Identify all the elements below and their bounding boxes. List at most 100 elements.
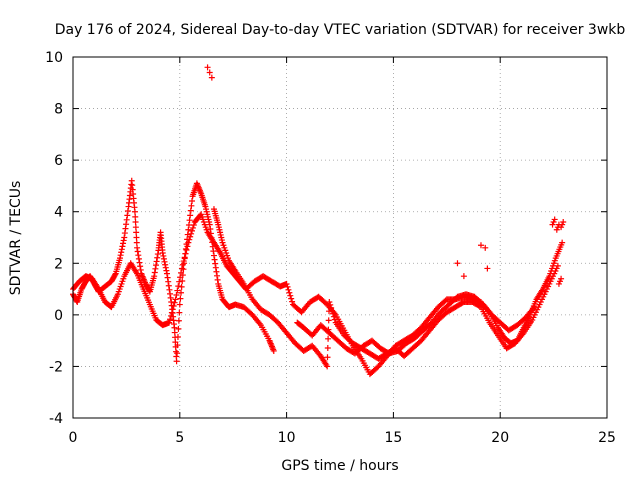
x-axis-label: GPS time / hours bbox=[281, 458, 398, 474]
data-point bbox=[477, 242, 484, 249]
chart-title: Day 176 of 2024, Sidereal Day-to-day VTE… bbox=[55, 22, 626, 38]
data-point bbox=[208, 74, 215, 81]
data-point bbox=[553, 226, 560, 233]
data-point bbox=[284, 283, 291, 290]
data-point bbox=[330, 313, 337, 320]
y-tick-label: 6 bbox=[54, 153, 63, 169]
data-point bbox=[286, 289, 293, 296]
data-point bbox=[163, 270, 170, 277]
y-tick-label: 2 bbox=[54, 256, 63, 272]
data-point bbox=[204, 64, 211, 71]
data-point bbox=[116, 255, 123, 262]
data-point bbox=[131, 208, 138, 215]
data-point bbox=[560, 219, 567, 226]
data-point bbox=[288, 295, 295, 302]
data-point bbox=[551, 216, 558, 223]
x-tick-label: 0 bbox=[69, 430, 78, 446]
data-point bbox=[137, 263, 144, 270]
data-point bbox=[151, 273, 158, 280]
data-point bbox=[211, 256, 218, 263]
data-point bbox=[184, 243, 191, 250]
data-points bbox=[70, 64, 567, 378]
data-point bbox=[210, 252, 217, 259]
data-point bbox=[207, 226, 214, 233]
data-point bbox=[174, 342, 181, 349]
data-point bbox=[122, 225, 129, 232]
data-point bbox=[324, 354, 331, 361]
data-point bbox=[167, 316, 174, 323]
data-point bbox=[169, 306, 176, 313]
data-point bbox=[178, 289, 185, 296]
data-point bbox=[124, 212, 131, 219]
y-tick-label: 10 bbox=[45, 50, 63, 66]
data-point bbox=[460, 273, 467, 280]
data-point bbox=[185, 239, 192, 246]
x-tick-label: 20 bbox=[491, 430, 509, 446]
data-point bbox=[287, 292, 294, 299]
data-point bbox=[135, 255, 142, 262]
data-point bbox=[190, 221, 197, 228]
data-point bbox=[124, 207, 131, 214]
data-point bbox=[161, 258, 168, 265]
data-point bbox=[123, 221, 130, 228]
data-point bbox=[484, 265, 491, 272]
data-point bbox=[173, 291, 180, 298]
data-point bbox=[186, 217, 193, 224]
data-point bbox=[118, 246, 125, 253]
data-point bbox=[180, 258, 187, 265]
data-point bbox=[175, 325, 182, 332]
y-tick-label: 0 bbox=[54, 308, 63, 324]
data-point bbox=[177, 295, 184, 302]
data-point bbox=[133, 234, 140, 241]
data-point bbox=[187, 207, 194, 214]
data-point bbox=[331, 316, 338, 323]
data-point bbox=[328, 304, 335, 311]
data-point bbox=[324, 363, 331, 370]
data-point bbox=[117, 252, 124, 259]
data-point bbox=[133, 229, 140, 236]
data-point bbox=[482, 244, 489, 251]
data-point bbox=[325, 317, 332, 324]
data-point bbox=[132, 213, 139, 220]
y-tick-label: 4 bbox=[54, 205, 63, 221]
data-point bbox=[531, 304, 538, 311]
data-point bbox=[164, 274, 171, 281]
data-point bbox=[174, 333, 181, 340]
data-point bbox=[134, 244, 141, 251]
data-point bbox=[178, 265, 185, 272]
data-point bbox=[329, 310, 336, 317]
data-point bbox=[187, 212, 194, 219]
data-point bbox=[154, 254, 161, 261]
data-point bbox=[214, 272, 221, 279]
data-point bbox=[206, 69, 213, 76]
data-point bbox=[183, 247, 190, 254]
data-point bbox=[135, 252, 142, 259]
data-point bbox=[153, 258, 160, 265]
data-point bbox=[178, 283, 185, 290]
data-point bbox=[119, 243, 126, 250]
x-tick-label: 5 bbox=[175, 430, 184, 446]
data-point bbox=[137, 266, 144, 273]
data-point bbox=[454, 260, 461, 267]
y-tick-label: -2 bbox=[49, 359, 63, 375]
data-point bbox=[132, 219, 139, 226]
data-point bbox=[176, 309, 183, 316]
data-point bbox=[172, 296, 179, 303]
data-point bbox=[189, 198, 196, 205]
data-point bbox=[133, 239, 140, 246]
data-point bbox=[212, 260, 219, 267]
data-point bbox=[167, 290, 174, 297]
data-point bbox=[189, 227, 196, 234]
data-point bbox=[558, 275, 565, 282]
data-point bbox=[154, 251, 161, 258]
data-point bbox=[177, 274, 184, 281]
data-point bbox=[175, 317, 182, 324]
y-tick-label: 8 bbox=[54, 102, 63, 118]
data-point bbox=[168, 309, 175, 316]
data-point bbox=[182, 250, 189, 257]
data-point bbox=[289, 298, 296, 305]
data-point bbox=[170, 303, 177, 310]
data-point bbox=[160, 255, 167, 262]
data-point bbox=[176, 301, 183, 308]
